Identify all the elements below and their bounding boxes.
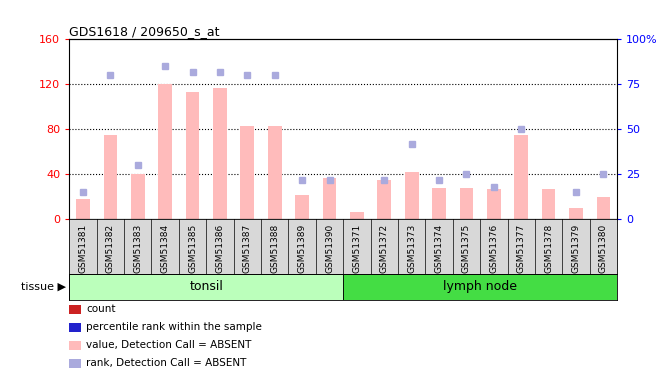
Text: GSM51382: GSM51382 — [106, 224, 115, 273]
Text: count: count — [86, 304, 116, 314]
Bar — [69, 274, 343, 300]
Bar — [459, 188, 473, 219]
Text: GSM51380: GSM51380 — [599, 224, 608, 273]
Text: lymph node: lymph node — [443, 280, 517, 293]
Text: GSM51385: GSM51385 — [188, 224, 197, 273]
Text: GSM51379: GSM51379 — [572, 224, 581, 273]
Text: percentile rank within the sample: percentile rank within the sample — [86, 322, 262, 332]
Bar — [131, 174, 145, 219]
Text: GSM51389: GSM51389 — [298, 224, 307, 273]
Text: GSM51388: GSM51388 — [270, 224, 279, 273]
Text: GSM51390: GSM51390 — [325, 224, 334, 273]
Bar — [158, 84, 172, 219]
Bar — [542, 189, 556, 219]
Text: GSM51378: GSM51378 — [544, 224, 553, 273]
Bar — [569, 208, 583, 219]
Text: GSM51386: GSM51386 — [215, 224, 224, 273]
Bar — [597, 197, 610, 219]
Bar — [343, 274, 617, 300]
Text: GSM51373: GSM51373 — [407, 224, 416, 273]
Text: GSM51374: GSM51374 — [434, 224, 444, 273]
Text: GSM51384: GSM51384 — [160, 224, 170, 273]
Bar — [350, 211, 364, 219]
Bar — [514, 135, 528, 219]
Bar — [378, 180, 391, 219]
Bar — [268, 126, 282, 219]
Bar — [213, 88, 227, 219]
Bar — [104, 135, 117, 219]
Text: value, Detection Call = ABSENT: value, Detection Call = ABSENT — [86, 340, 252, 350]
Bar — [185, 92, 199, 219]
Text: GSM51372: GSM51372 — [379, 224, 389, 273]
Bar — [76, 199, 90, 219]
Bar — [295, 195, 309, 219]
Text: GSM51377: GSM51377 — [517, 224, 526, 273]
Text: GDS1618 / 209650_s_at: GDS1618 / 209650_s_at — [69, 25, 220, 38]
Bar — [487, 189, 501, 219]
Text: rank, Detection Call = ABSENT: rank, Detection Call = ABSENT — [86, 358, 247, 368]
Bar — [405, 172, 418, 219]
Text: GSM51383: GSM51383 — [133, 224, 143, 273]
Text: tonsil: tonsil — [189, 280, 223, 293]
Bar — [323, 178, 337, 219]
Text: GSM51376: GSM51376 — [489, 224, 498, 273]
Text: GSM51381: GSM51381 — [79, 224, 88, 273]
Text: GSM51371: GSM51371 — [352, 224, 362, 273]
Text: tissue ▶: tissue ▶ — [21, 282, 66, 292]
Text: GSM51375: GSM51375 — [462, 224, 471, 273]
Bar — [240, 126, 254, 219]
Bar — [432, 188, 446, 219]
Text: GSM51387: GSM51387 — [243, 224, 252, 273]
